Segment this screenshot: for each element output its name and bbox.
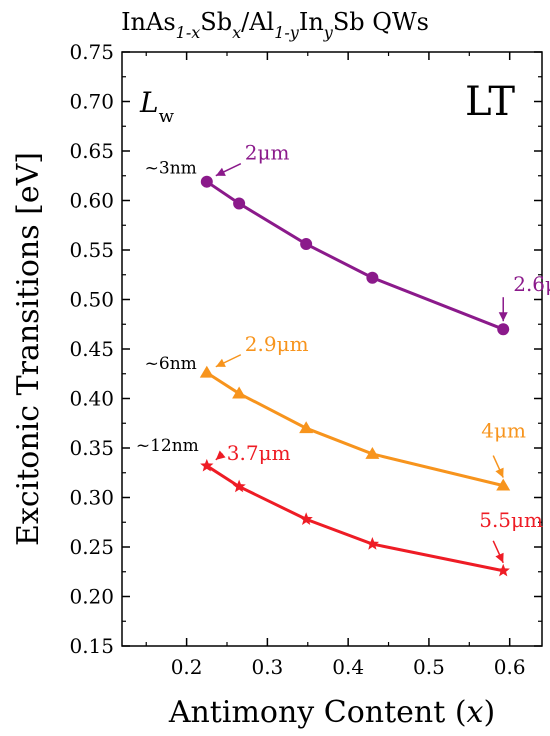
series-name-label: ~6nm: [145, 354, 197, 374]
title-part: /Al: [241, 8, 274, 36]
y-tick-label: 0.55: [69, 238, 114, 262]
y-tick-label: 0.35: [69, 436, 114, 460]
y-tick-label: 0.20: [69, 585, 114, 609]
lw-label-sub: w: [159, 106, 175, 127]
data-point: [199, 365, 214, 378]
y-tick-label: 0.65: [69, 139, 114, 163]
corner-label: LT: [465, 79, 515, 125]
x-axis-title-main: Antimony Content (: [168, 695, 467, 730]
annotation-arrow-head: [495, 467, 504, 478]
series-name-label: ~3nm: [145, 159, 197, 179]
x-axis-title-italic: x: [467, 695, 484, 730]
x-tick-label: 0.6: [494, 655, 526, 679]
series-line: [205, 464, 504, 573]
lw-label-main: L: [139, 86, 159, 119]
data-point: [497, 323, 510, 336]
data-point: [299, 421, 314, 434]
y-tick-label: 0.60: [69, 189, 114, 213]
annotation-arrow-head: [215, 450, 226, 460]
title-text: InAs1-xSbx/Al1-yInySb QWs: [121, 8, 429, 42]
y-tick-label: 0.15: [69, 634, 114, 658]
lw-label: Lw: [139, 86, 175, 127]
x-tick-label: 0.5: [413, 655, 445, 679]
data-point: [232, 386, 247, 399]
series-0: ~3nm 2μm 2.6μm: [145, 141, 550, 336]
data-point: [232, 479, 246, 493]
series-line: [205, 371, 504, 488]
annotation-arrow-head: [215, 358, 226, 367]
title-part: Sb: [200, 8, 232, 36]
y-tick-label: 0.70: [69, 90, 114, 114]
title-subscript: x: [232, 23, 241, 42]
annotation-label: 3.7μm: [227, 441, 291, 465]
x-axis-title-close: ): [483, 695, 495, 730]
title-subscript: 1-y: [274, 23, 300, 42]
x-tick-label: 0.3: [251, 655, 283, 679]
data-point: [299, 512, 313, 525]
data-point: [496, 478, 511, 491]
title-part: Sb QWs: [333, 8, 429, 36]
chart-labels: Excitonic Transitions [eV] Antimony Conte…: [11, 79, 515, 730]
y-axis-title: Excitonic Transitions [eV]: [11, 152, 46, 546]
data-point: [365, 537, 380, 550]
title-part: In: [299, 8, 324, 36]
annotation-label: 4μm: [481, 419, 526, 443]
annotation-label: 5.5μm: [479, 508, 543, 532]
y-tick-label: 0.40: [69, 387, 114, 411]
title-subscript: y: [323, 23, 334, 42]
annotation-label: 2μm: [245, 141, 290, 165]
x-axis-title: Antimony Content (x): [168, 695, 495, 730]
y-tick-label: 0.30: [69, 486, 114, 510]
axis-ticks: 0.150.200.250.300.350.400.450.500.550.60…: [69, 40, 542, 679]
data-point: [300, 238, 313, 251]
chart-title: InAs1-xSbx/Al1-yInySb QWs: [121, 8, 429, 42]
y-tick-label: 0.50: [69, 288, 114, 312]
y-tick-label: 0.45: [69, 337, 114, 361]
data-point: [200, 458, 214, 472]
data-point: [200, 175, 213, 188]
x-tick-label: 0.2: [171, 655, 203, 679]
series-2: ~12nm 3.7μm 5.5μm: [136, 436, 543, 577]
x-tick-label: 0.4: [332, 655, 364, 679]
data-point: [365, 446, 380, 459]
series-name-label: ~12nm: [136, 436, 199, 456]
series-1: ~6nm 2.9μm 4μm: [145, 332, 526, 491]
data-point: [496, 563, 510, 577]
annotation-arrow-head: [215, 167, 226, 176]
series-group: ~3nm 2μm 2.6μm ~6nm 2.9μm 4μm ~12nm 3.7μm 5.5μm: [136, 141, 550, 577]
plot-frame: [121, 51, 543, 647]
data-point: [233, 197, 246, 210]
data-point: [366, 271, 379, 284]
y-tick-label: 0.75: [69, 40, 114, 64]
annotation-label: 2.6μm: [513, 272, 550, 296]
series-line: [205, 180, 504, 331]
annotation-arrow-head: [498, 312, 508, 322]
title-subscript: 1-x: [176, 23, 201, 42]
title-part: InAs: [121, 8, 176, 36]
y-tick-label: 0.25: [69, 535, 114, 559]
annotation-arrow-head: [495, 552, 504, 563]
annotation-label: 2.9μm: [245, 332, 309, 356]
